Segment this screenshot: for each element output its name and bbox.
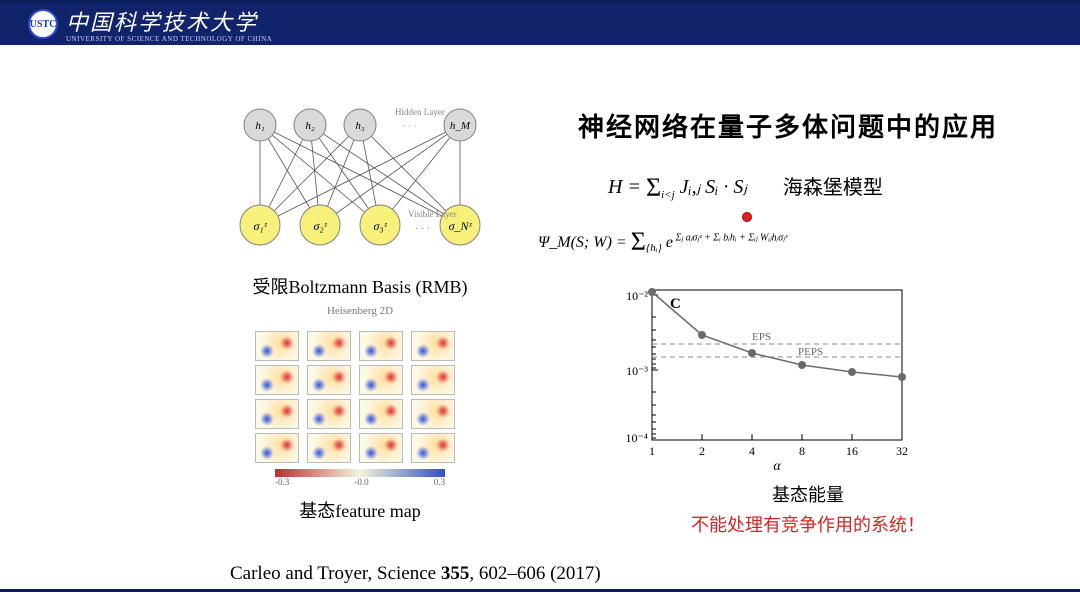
visible-node-label: σ₂ᶻ [314, 219, 328, 233]
feature-cell [411, 433, 455, 463]
visible-layer-label: Visible Layer [408, 209, 457, 219]
feature-cell [307, 433, 351, 463]
xtick: 4 [749, 444, 755, 458]
logo-block: USTC 中国科学技术大学 UNIVERSITY OF SCIENCE AND … [28, 5, 272, 43]
eq2-exp3: Σᵢⱼ Wᵢⱼhᵢσⱼᶻ [748, 233, 787, 244]
data-line [652, 292, 902, 377]
feature-cell [255, 365, 299, 395]
colorbar-max: 0.3 [434, 477, 445, 487]
data-markers [648, 288, 906, 381]
featuremap-caption: 基态feature map [200, 497, 520, 523]
panel-label: C [670, 296, 681, 312]
featuremap-grid [255, 331, 465, 463]
sigma-icon: Σ [631, 227, 646, 256]
feature-cell [411, 365, 455, 395]
xtick: 1 [649, 444, 655, 458]
colorbar-min: -0.3 [275, 477, 289, 487]
left-column: h₁ h₂ h₃ h_M Hidden Layer · · · σ₁ᶻ σ₂ᶻ … [200, 95, 520, 523]
right-column: 神经网络在量子多体问题中的应用 H = Σi<j Jᵢ,ⱼ Sᵢ · Sⱼ 海森… [528, 107, 1048, 537]
colorbar: -0.3 -0.0 0.3 [255, 469, 465, 487]
slide-content: h₁ h₂ h₃ h_M Hidden Layer · · · σ₁ᶻ σ₂ᶻ … [0, 45, 1080, 593]
visible-node-label: σ_Nᶻ [449, 219, 473, 233]
feature-cell [255, 399, 299, 429]
equation-hamiltonian: H = Σi<j Jᵢ,ⱼ Sᵢ · Sⱼ 海森堡模型 [608, 162, 1048, 208]
citation-vol: 355 [441, 563, 470, 584]
hidden-node-label: h₃ [355, 120, 365, 132]
header-bar: USTC 中国科学技术大学 UNIVERSITY OF SCIENCE AND … [0, 3, 1080, 45]
ref-eps: EPS [752, 331, 771, 343]
ytick: 10⁻² [626, 289, 648, 303]
citation: Carleo and Troyer, Science 355, 602–606 … [230, 563, 601, 585]
energy-chart: 10⁻² 10⁻³ 10⁻⁴ 1 2 4 8 16 32 [598, 280, 918, 470]
red-warning: 不能处理有竞争作用的系统！ [568, 511, 1048, 537]
xtick: 8 [799, 444, 805, 458]
feature-cell [255, 331, 299, 361]
ref-peps: PEPS [798, 346, 823, 358]
xtick: 2 [699, 444, 705, 458]
ytick: 10⁻⁴ [625, 431, 648, 445]
svg-text:· · ·: · · · [415, 224, 430, 235]
feature-cell [411, 331, 455, 361]
pointer-dot-icon [742, 212, 752, 222]
equation-wavefunction: Ψ_M(S; W) = Σ{hᵢ} e Σⱼ aⱼσⱼᶻ + Σᵢ bᵢhᵢ +… [538, 216, 1048, 262]
eq2-exp2: Σᵢ bᵢhᵢ [713, 233, 736, 244]
rbm-caption: 受限Boltzmann Basis (RMB) [200, 273, 520, 299]
hidden-node-label: h_M [450, 120, 471, 132]
feature-cell [359, 433, 403, 463]
xtick: 32 [896, 444, 908, 458]
feature-cell [307, 331, 351, 361]
eq1-body: Jᵢ,ⱼ Sᵢ · Sⱼ [680, 176, 747, 198]
colorbar-mid: -0.0 [354, 477, 368, 487]
eq2-sub: {hᵢ} [646, 242, 662, 254]
chart-caption: 基态能量 [568, 481, 1048, 507]
hidden-layer-label: Hidden Layer [395, 107, 445, 117]
hidden-node-label: h₁ [255, 120, 265, 132]
eq1-sub: i<j [661, 189, 675, 201]
xlabel: α [773, 459, 781, 470]
logo-badge: USTC [28, 9, 58, 39]
visible-node-label: σ₃ᶻ [374, 219, 388, 233]
citation-pages: , 602–606 (2017) [469, 563, 600, 584]
visible-node-label: σ₁ᶻ [254, 219, 268, 233]
eq2-exp1: Σⱼ aⱼσⱼᶻ [675, 233, 701, 244]
feature-cell [359, 331, 403, 361]
feature-cell [307, 365, 351, 395]
citation-authors: Carleo and Troyer, Science [230, 563, 441, 584]
feature-cell [255, 433, 299, 463]
hidden-node-label: h₂ [305, 120, 315, 132]
feature-cell [359, 399, 403, 429]
xtick: 16 [846, 444, 858, 458]
feature-cell [411, 399, 455, 429]
eq2-lhs: Ψ_M(S; W) = [538, 234, 627, 251]
feature-cell [359, 365, 403, 395]
eq1-lhs: H = [608, 176, 641, 198]
slide-title: 神经网络在量子多体问题中的应用 [528, 107, 1048, 144]
sigma-icon: Σ [646, 173, 661, 202]
feature-cell [307, 399, 351, 429]
rbm-diagram: h₁ h₂ h₃ h_M Hidden Layer · · · σ₁ᶻ σ₂ᶻ … [220, 95, 500, 265]
university-name-cn: 中国科学技术大学 [66, 5, 272, 37]
svg-text:· · ·: · · · [403, 121, 417, 131]
featuremap-title: Heisenberg 2D [200, 305, 520, 317]
ytick: 10⁻³ [626, 364, 648, 378]
university-name-en: UNIVERSITY OF SCIENCE AND TECHNOLOGY OF … [66, 35, 272, 43]
model-label: 海森堡模型 [783, 171, 883, 200]
